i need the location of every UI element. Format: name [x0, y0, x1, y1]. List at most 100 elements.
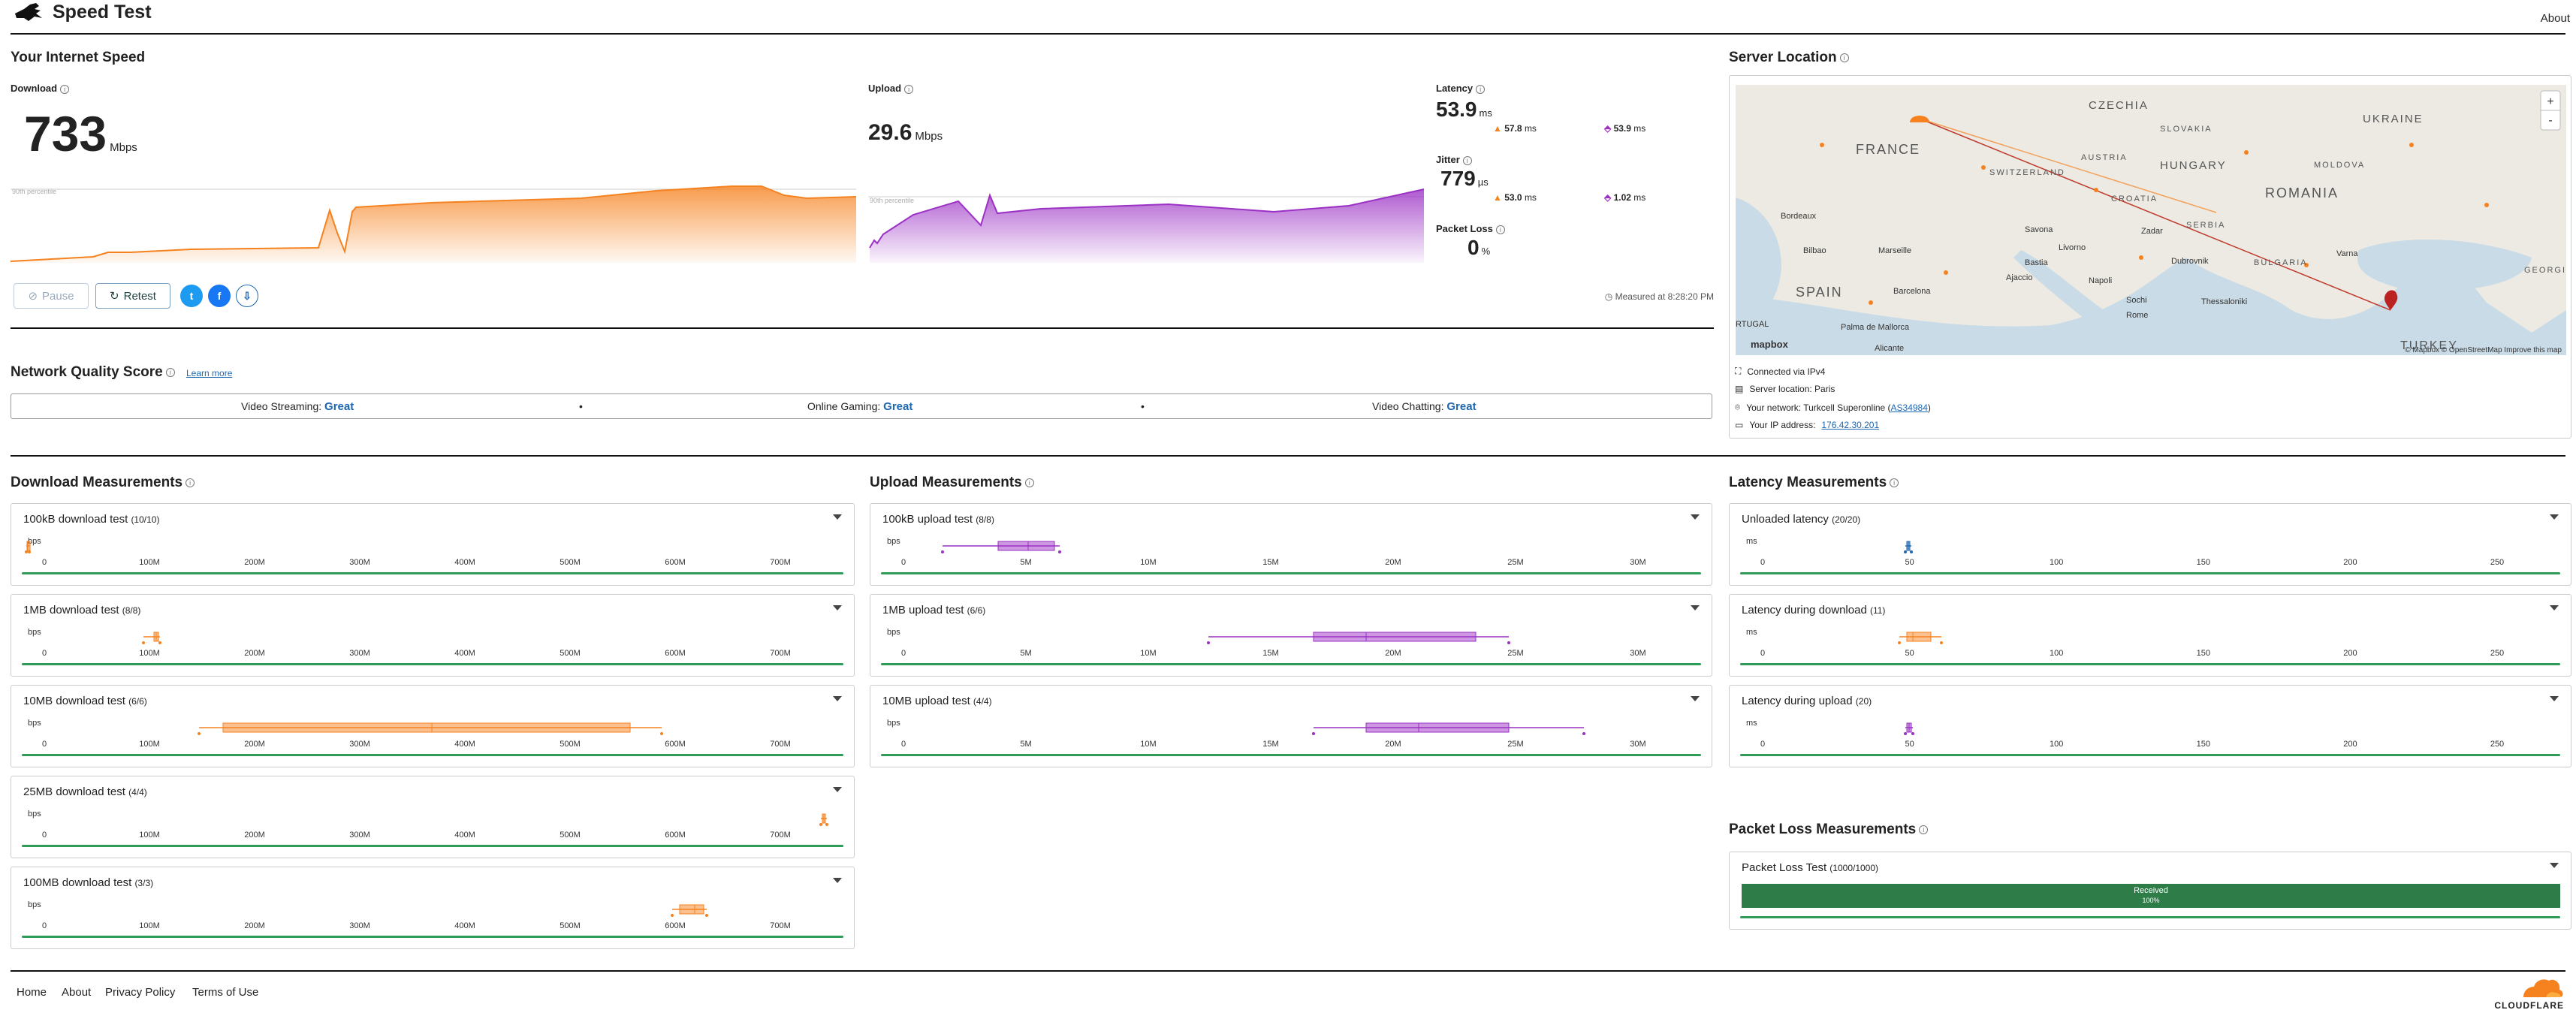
- network-icon: ⛶: [1735, 366, 1742, 376]
- box-plot: [819, 813, 828, 826]
- box-plot: [198, 722, 663, 735]
- axis-tick-label: 250: [2490, 558, 2505, 567]
- info-icon[interactable]: i: [1462, 155, 1472, 165]
- outlier-point: [1312, 732, 1315, 735]
- learn-more-link[interactable]: Learn more: [186, 368, 233, 378]
- axis-tick-label: 100M: [139, 740, 160, 749]
- info-icon[interactable]: i: [1495, 225, 1505, 234]
- chevron-down-icon[interactable]: [1691, 605, 1700, 610]
- map-label-switzerland: SWITZERLAND: [1989, 168, 2065, 177]
- pause-button[interactable]: ⊘ Pause: [14, 283, 89, 309]
- axis-unit-label: bps: [887, 719, 900, 728]
- axis-unit-label: bps: [28, 900, 41, 909]
- map-attribution[interactable]: © Mapbox © OpenStreetMap Improve this ma…: [2405, 346, 2562, 354]
- axis-tick-label: 0: [41, 831, 47, 840]
- info-icon[interactable]: i: [904, 84, 914, 94]
- upload-value: 29.6 Mbps: [868, 120, 943, 145]
- chevron-down-icon[interactable]: [833, 514, 842, 520]
- chevron-down-icon[interactable]: [833, 878, 842, 883]
- retest-button[interactable]: ↻ Retest: [95, 283, 170, 309]
- chevron-down-icon[interactable]: [2550, 514, 2559, 520]
- download-value: 733 Mbps: [24, 106, 137, 161]
- axis-unit-label: bps: [28, 537, 41, 546]
- chevron-down-icon[interactable]: [833, 787, 842, 792]
- measurement-card: 25MB download test (4/4) bps 0 100M 200M 300M…: [11, 776, 855, 858]
- box: [1365, 722, 1510, 733]
- axis-tick-label: 700M: [770, 740, 791, 749]
- section-title-download-measurements: Download Measurements i: [11, 475, 195, 491]
- chevron-down-icon[interactable]: [1691, 696, 1700, 701]
- ip-link[interactable]: 176.42.30.201: [1821, 420, 1880, 430]
- cloudflare-logo[interactable]: CLOUDFLARE: [2481, 976, 2564, 1012]
- chevron-down-icon[interactable]: [1691, 514, 1700, 520]
- twitter-share-button[interactable]: t: [180, 285, 203, 307]
- axis-tick-label: 10M: [1140, 558, 1157, 567]
- info-icon[interactable]: i: [1890, 478, 1899, 487]
- outlier-point: [1207, 641, 1210, 644]
- chevron-down-icon[interactable]: [833, 605, 842, 610]
- info-icon[interactable]: i: [1476, 84, 1486, 94]
- map-city-label: Palma de Mallorca: [1841, 323, 1910, 332]
- footer-about-link[interactable]: About: [62, 986, 92, 999]
- download-label: Download i: [11, 83, 70, 94]
- outlier-point: [819, 823, 822, 826]
- box: [222, 722, 631, 733]
- axis-tick-label: 400M: [454, 740, 475, 749]
- map-zoom-in-button[interactable]: +: [2547, 95, 2553, 108]
- chevron-down-icon[interactable]: [2550, 696, 2559, 701]
- progress-bar: [881, 754, 1701, 756]
- cloudflare-wordmark: CLOUDFLARE: [2494, 1000, 2564, 1011]
- measurement-card: 100kB upload test (8/8) bps 0 5M 10M 15M 20M 25…: [870, 503, 1712, 586]
- axis-tick-label: 500M: [560, 649, 581, 658]
- info-icon[interactable]: i: [1839, 53, 1849, 62]
- chevron-down-icon[interactable]: [2550, 863, 2559, 868]
- footer-terms-link[interactable]: Terms of Use: [192, 986, 259, 999]
- map-city-label: Alicante: [1875, 344, 1904, 353]
- map-label-hungary: HUNGARY: [2160, 159, 2227, 172]
- measurement-title: 100kB upload test (8/8): [882, 513, 994, 526]
- axis-tick-label: 5M: [1020, 558, 1032, 567]
- map-city-label: Zadar: [2141, 227, 2163, 236]
- axis-tick-label: 150: [2196, 740, 2210, 749]
- progress-bar: [1740, 916, 2560, 918]
- jitter-label: Jitter i: [1436, 154, 1472, 165]
- about-link[interactable]: About: [2540, 12, 2570, 25]
- info-icon[interactable]: i: [1919, 825, 1929, 834]
- mapbox-logo: mapbox: [1751, 339, 1789, 350]
- chevron-down-icon[interactable]: [2550, 605, 2559, 610]
- section-title-quality: Network Quality Score i: [11, 364, 175, 381]
- map-zoom-out-button[interactable]: -: [2548, 114, 2552, 127]
- info-icon[interactable]: i: [186, 478, 195, 487]
- monitor-icon: ▭: [1735, 420, 1744, 430]
- footer-home-link[interactable]: Home: [17, 986, 47, 999]
- chevron-down-icon[interactable]: [833, 696, 842, 701]
- latency-value: 53.9 ms: [1436, 98, 1492, 121]
- axis-tick-label: 25M: [1507, 649, 1524, 658]
- server-connected-row: ⛶ Connected via IPv4: [1735, 366, 1826, 377]
- app-logo[interactable]: [14, 2, 44, 26]
- asn-link[interactable]: AS34984: [1890, 402, 1928, 413]
- info-icon[interactable]: i: [1024, 478, 1034, 487]
- server-map[interactable]: CZECHIA UKRAINE SLOVAKIA FRANCE AUSTRIA …: [1736, 85, 2566, 355]
- axis-tick-label: 10M: [1140, 649, 1157, 658]
- progress-bar: [22, 754, 843, 756]
- quality-video-chatting: Video Chatting: Great: [1372, 400, 1477, 413]
- map-city-label: Thessaloniki: [2201, 297, 2247, 306]
- info-icon[interactable]: i: [165, 367, 175, 377]
- map-city-label: Livorno: [2059, 243, 2086, 252]
- map-city-label: Varna: [2336, 249, 2358, 258]
- measurement-title: 10MB upload test (4/4): [882, 695, 992, 707]
- footer-privacy-link[interactable]: Privacy Policy: [105, 986, 176, 999]
- axis-unit-label: bps: [28, 809, 41, 819]
- outlier-point: [1904, 550, 1907, 553]
- server-ip-row: ▭ Your IP address: 176.42.30.201: [1735, 420, 1880, 430]
- map-city-label: Savona: [2025, 225, 2053, 234]
- map-label-czechia: CZECHIA: [2089, 99, 2149, 112]
- download-results-button[interactable]: ⇩: [236, 285, 258, 307]
- outlier-point: [1940, 641, 1943, 644]
- info-icon[interactable]: i: [60, 84, 70, 94]
- axis-tick-label: 25M: [1507, 740, 1524, 749]
- facebook-share-button[interactable]: f: [208, 285, 231, 307]
- axis-tick-label: 200: [2343, 649, 2357, 658]
- section-title-server: Server Location i: [1729, 50, 1849, 66]
